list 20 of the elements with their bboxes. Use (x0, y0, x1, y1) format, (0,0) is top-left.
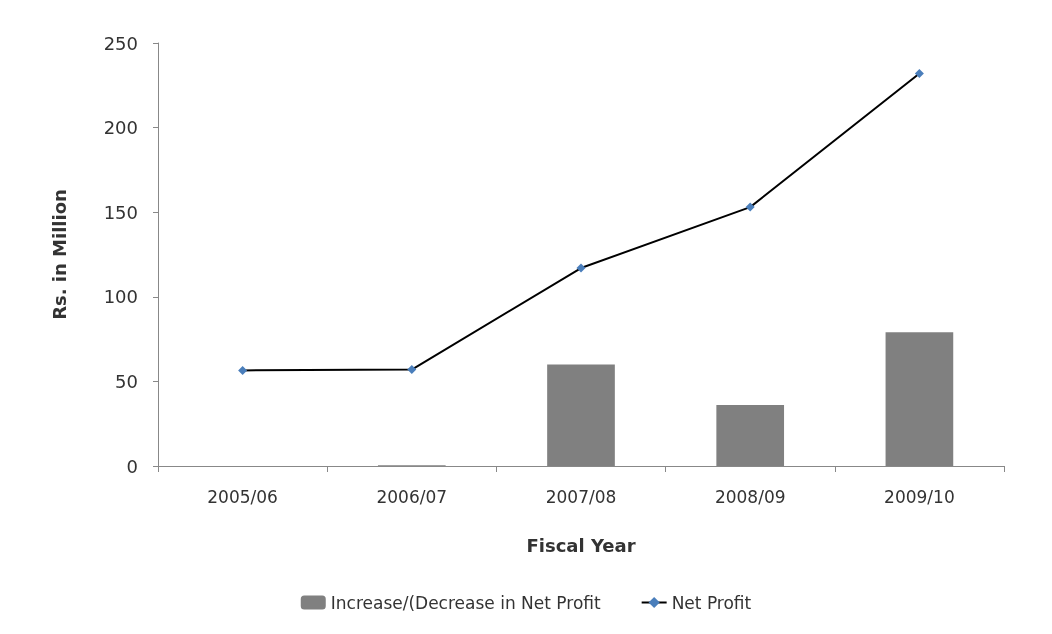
point (238, 365, 248, 375)
legend-label: Net Profit (671, 592, 752, 613)
x-axis-title: Fiscal Year (526, 534, 636, 556)
y-tick-label: 50 (115, 370, 138, 392)
y-tick-label: 200 (103, 117, 138, 139)
y-axis-title: Rs. in Million (48, 189, 70, 320)
x-tick-label: 2009/10 (884, 486, 955, 507)
x-tick-label: 2006/07 (376, 486, 448, 507)
point (914, 68, 924, 78)
x-tick-label: 2005/06 (207, 486, 278, 507)
x-tick-label: 2007/08 (545, 486, 617, 507)
point (745, 202, 755, 212)
point (576, 263, 586, 273)
y-tick-label: 100 (103, 286, 138, 308)
y-tick-label: 0 (126, 455, 138, 477)
y-tick-label: 150 (103, 201, 138, 223)
x-tick-label: 2008/09 (714, 486, 786, 507)
y-tick-label: 250 (103, 32, 138, 54)
point (407, 365, 417, 375)
legend-label: Increase/(Decrease in Net Profit (330, 592, 601, 613)
